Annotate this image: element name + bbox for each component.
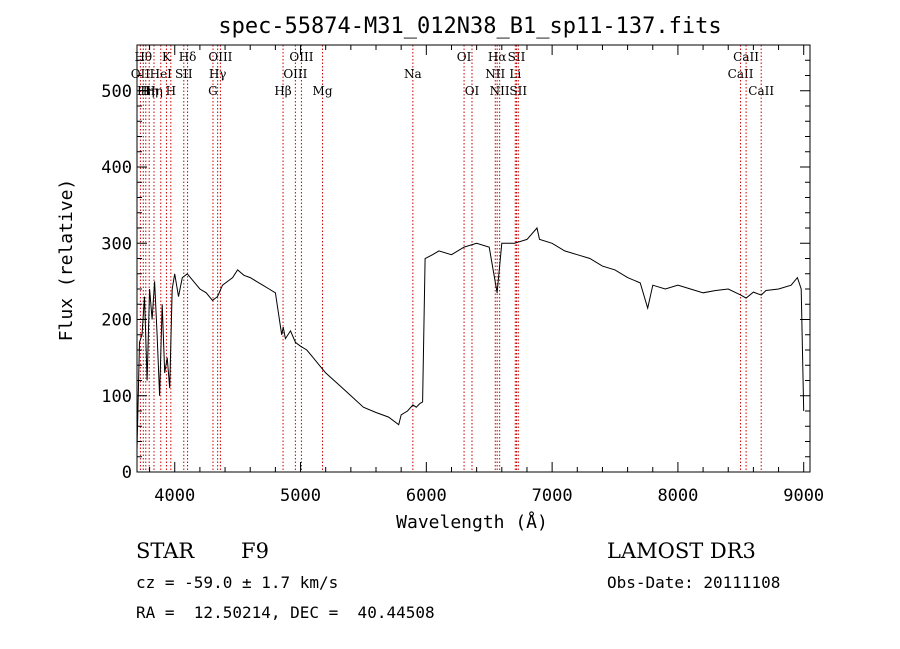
object-class: STAR xyxy=(136,539,195,563)
survey-label: LAMOST DR3 xyxy=(607,539,756,563)
y-tick-label: 100 xyxy=(101,387,132,407)
obs-date: Obs-Date: 20111108 xyxy=(607,573,781,592)
spectral-label: OII xyxy=(131,67,151,81)
spectral-label: Hη xyxy=(145,84,163,98)
spectral-label: Hδ xyxy=(179,50,197,64)
spectral-label: SII xyxy=(509,84,527,98)
x-axis-label: Wavelength (Å) xyxy=(396,511,548,533)
plot-frame xyxy=(136,44,811,473)
spectral-label: CaII xyxy=(733,50,759,64)
spectral-label: Mg xyxy=(313,84,333,98)
spectral-line-markers: OIIHθHηHηHηHeIKHSIIHδGHγOIIIHβOIIIOIIIMg… xyxy=(131,45,774,472)
spectral-label: G xyxy=(208,84,218,98)
subclass: F9 xyxy=(241,539,269,563)
y-tick-label: 200 xyxy=(101,311,132,331)
y-axis: 0 100 200 300 400 500 xyxy=(101,59,810,483)
y-tick-label: 300 xyxy=(101,234,132,254)
spectral-label: CaII xyxy=(728,67,754,81)
y-tick-label: 400 xyxy=(101,158,132,178)
spectral-label: CaII xyxy=(748,84,774,98)
redshift-cz: cz = -59.0 ± 1.7 km/s xyxy=(136,573,339,592)
spectral-label: OI xyxy=(457,50,472,64)
spectral-label: K xyxy=(162,50,172,64)
spectral-label: Hα xyxy=(488,50,507,64)
spectral-label: Na xyxy=(404,67,422,81)
x-tick-label: 5000 xyxy=(280,486,321,506)
x-tick-label: 4000 xyxy=(154,486,195,506)
spectral-label: NII xyxy=(490,84,510,98)
spectrum-line xyxy=(136,226,805,450)
spectral-label: Hγ xyxy=(209,67,227,81)
x-tick-label: 6000 xyxy=(406,486,447,506)
y-axis-label: Flux (relative) xyxy=(56,179,77,342)
y-tick-label: 0 xyxy=(122,463,132,483)
spectral-label: OIII xyxy=(283,67,307,81)
spectral-label: Hβ xyxy=(274,84,291,98)
coordinates: RA = 12.50214, DEC = 40.44508 xyxy=(136,603,435,622)
spectral-label: SII xyxy=(175,67,193,81)
spectral-label: NII xyxy=(485,67,505,81)
spectral-label: OIII xyxy=(208,50,232,64)
x-tick-label: 8000 xyxy=(657,486,698,506)
x-tick-label: 9000 xyxy=(783,486,824,506)
spectral-label: OI xyxy=(465,84,480,98)
spectral-label: OIII xyxy=(289,50,313,64)
y-tick-label: 500 xyxy=(101,82,132,102)
chart-title: spec-55874-M31_012N38_B1_sp11-137.fits xyxy=(218,14,721,39)
spectral-label: Li xyxy=(509,67,521,81)
x-tick-label: 7000 xyxy=(532,486,573,506)
spectral-label: H xyxy=(166,84,176,98)
spectral-label: SII xyxy=(508,50,526,64)
x-axis: 4000 5000 6000 7000 8000 9000 xyxy=(149,45,824,506)
spectral-label: HeI xyxy=(150,67,173,81)
